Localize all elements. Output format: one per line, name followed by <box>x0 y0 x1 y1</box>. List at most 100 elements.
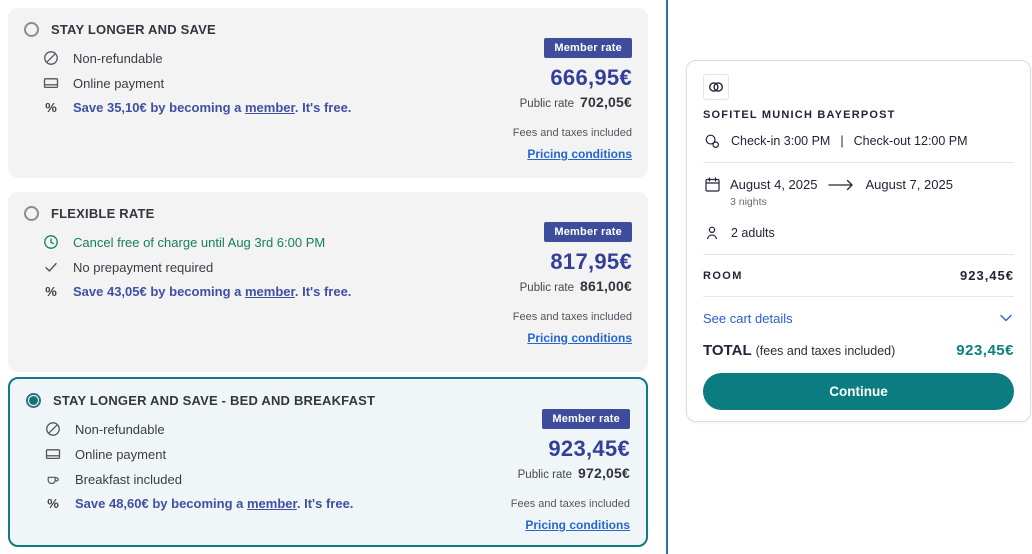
feature-breakfast: Breakfast included <box>44 471 484 487</box>
public-rate-row: Public rate 861,00€ <box>513 278 632 294</box>
rate-features: Non-refundable Online payment Breakfast … <box>44 421 484 511</box>
feature-label: Cancel free of charge until Aug 3rd 6:00… <box>73 234 326 250</box>
save-prefix: Save 43,05€ by becoming a <box>73 284 245 299</box>
member-save-text: Save 43,05€ by becoming a member. It's f… <box>73 284 351 299</box>
check-out-date: August 7, 2025 <box>865 177 953 192</box>
public-rate-label: Public rate <box>517 469 572 481</box>
total-row: TOTAL (fees and taxes included) 923,45€ <box>703 342 1014 360</box>
feature-label: Online payment <box>75 446 167 462</box>
member-price: 923,45€ <box>548 436 630 461</box>
nights-count: 3 nights <box>730 196 767 208</box>
rate-radio-selected[interactable] <box>26 393 41 408</box>
save-suffix: . It's free. <box>296 496 354 511</box>
total-price: 923,45€ <box>956 342 1014 359</box>
calendar-icon <box>703 176 721 193</box>
pricing-conditions-link[interactable]: Pricing conditions <box>527 147 632 161</box>
cart-details-row[interactable]: See cart details <box>703 310 1014 326</box>
feature-member-save: % Save 43,05€ by becoming a member. It's… <box>42 284 482 299</box>
feature-online-payment: Online payment <box>42 75 482 91</box>
hotel-brand-icon <box>703 74 729 100</box>
percent-icon: % <box>45 284 57 299</box>
clock-icon <box>42 234 60 250</box>
rate-card-header: FLEXIBLE RATE <box>8 192 648 221</box>
feature-non-refundable: Non-refundable <box>44 421 484 437</box>
percent-icon: % <box>45 100 57 115</box>
public-rate-row: Public rate 702,05€ <box>513 94 632 110</box>
public-rate-label: Public rate <box>519 282 574 294</box>
pricing-conditions-link[interactable]: Pricing conditions <box>525 518 630 532</box>
feature-non-refundable: Non-refundable <box>42 50 482 66</box>
no-refund-icon <box>42 50 60 66</box>
rate-features: Cancel free of charge until Aug 3rd 6:00… <box>42 234 482 299</box>
stay-dates-row: August 4, 2025 August 7, 2025 <box>703 176 1014 193</box>
credit-card-icon <box>44 446 62 462</box>
divider <box>703 254 1014 255</box>
rate-title: STAY LONGER AND SAVE <box>51 22 216 37</box>
check-icon <box>42 259 60 275</box>
rate-card-header: STAY LONGER AND SAVE <box>8 8 648 37</box>
room-label: ROOM <box>703 269 743 282</box>
price-block: Member rate 817,95€ Public rate 861,00€ F… <box>513 222 632 347</box>
guests-label: 2 adults <box>731 226 775 240</box>
public-rate-row: Public rate 972,05€ <box>511 465 630 481</box>
continue-button[interactable]: Continue <box>703 373 1014 410</box>
member-save-text: Save 48,60€ by becoming a member. It's f… <box>75 496 353 511</box>
chevron-down-icon[interactable] <box>998 310 1014 326</box>
member-rate-badge: Member rate <box>542 409 630 429</box>
total-label-group: TOTAL (fees and taxes included) <box>703 342 895 360</box>
save-prefix: Save 48,60€ by becoming a <box>75 496 247 511</box>
breakfast-icon <box>44 471 62 487</box>
feature-label: Non-refundable <box>75 421 165 437</box>
member-rate-badge: Member rate <box>544 222 632 242</box>
pricing-conditions-link[interactable]: Pricing conditions <box>527 331 632 345</box>
divider <box>703 296 1014 297</box>
room-price-row: ROOM 923,45€ <box>703 268 1014 283</box>
total-label: TOTAL <box>703 342 752 359</box>
check-in-out-icon <box>703 133 721 149</box>
feature-label: Non-refundable <box>73 50 163 66</box>
fees-note: Fees and taxes included <box>510 498 630 510</box>
booking-summary-card: SOFITEL MUNICH BAYERPOST Check-in 3:00 P… <box>686 60 1031 422</box>
feature-member-save: % Save 48,60€ by becoming a member. It's… <box>44 496 484 511</box>
credit-card-icon <box>42 75 60 91</box>
member-link[interactable]: member <box>246 496 297 511</box>
member-rate-badge: Member rate <box>544 38 632 58</box>
save-suffix: . It's free. <box>294 100 352 115</box>
feature-label: Online payment <box>73 75 165 91</box>
rate-radio[interactable] <box>24 206 39 221</box>
percent-icon: % <box>47 496 59 511</box>
member-link[interactable]: member <box>244 100 295 115</box>
check-in-time: Check-in 3:00 PM <box>731 134 831 148</box>
rate-card-flexible: FLEXIBLE RATE Cancel free of charge unti… <box>8 192 648 372</box>
see-cart-details-link[interactable]: See cart details <box>703 310 793 326</box>
member-price: 817,95€ <box>550 249 632 274</box>
fees-note: Fees and taxes included <box>512 311 632 323</box>
hotel-name: SOFITEL MUNICH BAYERPOST <box>703 109 896 121</box>
feature-online-payment: Online payment <box>44 446 484 462</box>
save-prefix: Save 35,10€ by becoming a <box>73 100 245 115</box>
person-icon <box>703 225 721 241</box>
price-block: Member rate 666,95€ Public rate 702,05€ F… <box>513 38 632 163</box>
feature-label: No prepayment required <box>73 259 214 275</box>
check-out-time: Check-out 12:00 PM <box>853 134 968 148</box>
rate-radio[interactable] <box>24 22 39 37</box>
public-rate-price: 972,05€ <box>577 465 630 481</box>
column-divider <box>666 0 668 554</box>
arrow-right-icon <box>828 179 854 191</box>
save-suffix: . It's free. <box>294 284 352 299</box>
rate-features: Non-refundable Online payment % Save 35,… <box>42 50 482 115</box>
check-in-out-row: Check-in 3:00 PM | Check-out 12:00 PM <box>703 133 1014 149</box>
member-link[interactable]: member <box>244 284 295 299</box>
rate-card-header: STAY LONGER AND SAVE - BED AND BREAKFAST <box>10 379 646 408</box>
member-price: 666,95€ <box>550 65 632 90</box>
public-rate-label: Public rate <box>519 98 574 110</box>
feature-no-prepayment: No prepayment required <box>42 259 482 275</box>
no-refund-icon <box>44 421 62 437</box>
total-note: (fees and taxes included) <box>755 344 896 358</box>
rate-card-stay-longer-breakfast: STAY LONGER AND SAVE - BED AND BREAKFAST… <box>8 377 648 547</box>
rate-title: STAY LONGER AND SAVE - BED AND BREAKFAST <box>53 393 376 408</box>
price-block: Member rate 923,45€ Public rate 972,05€ F… <box>511 409 630 534</box>
feature-member-save: % Save 35,10€ by becoming a member. It's… <box>42 100 482 115</box>
fees-note: Fees and taxes included <box>512 127 632 139</box>
rate-title: FLEXIBLE RATE <box>51 206 155 221</box>
